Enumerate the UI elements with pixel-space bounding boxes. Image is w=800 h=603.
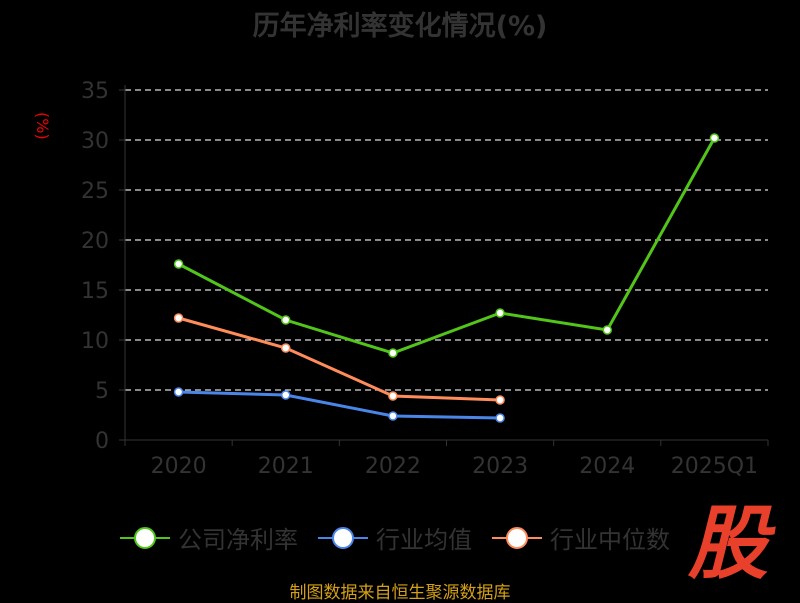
data-point [173,313,184,323]
legend-label: 公司净利率 [178,526,298,554]
data-point [173,259,184,269]
data-point [281,315,291,325]
data-point [281,343,291,353]
data-point [388,411,398,421]
legend-marker-green-icon [120,526,170,549]
series-line [178,390,501,420]
x-tick-label: 2024 [579,454,635,479]
y-tick-label: 0 [95,429,109,454]
data-point [495,413,505,423]
data-point [602,325,612,335]
series-line [177,137,716,355]
chart-title: 历年净利率变化情况(%) [252,11,548,42]
brand-logo: 股 [688,497,768,590]
x-tick-label: 2020 [151,454,207,479]
x-tick-label: 2022 [365,454,421,479]
legend-marker-blue-icon [318,526,368,549]
data-source: 制图数据来自恒生聚源数据库 [289,583,511,603]
y-tick-label: 35 [81,79,109,104]
y-tick-label: 20 [81,229,109,254]
y-tick-label: 10 [81,329,109,354]
data-point [709,133,720,143]
x-tick-label: 2025Q1 [671,454,758,479]
legend-item-company[interactable]: 公司净利率 [120,520,298,555]
data-point [281,390,291,400]
y-tick-label: 5 [95,379,109,404]
legend: 公司净利率 行业均值 行业中位数 [120,520,670,555]
data-point [388,391,398,401]
data-point [173,387,184,397]
x-tick-label: 2021 [258,454,314,479]
legend-label: 行业均值 [376,526,472,554]
series-line [178,316,501,402]
y-tick-label: 15 [81,279,109,304]
data-point [495,395,505,405]
y-tick-label: 30 [81,129,109,154]
legend-item-industry-mean[interactable]: 行业均值 [318,520,472,555]
legend-label: 行业中位数 [550,526,670,554]
data-point [388,348,398,358]
legend-item-industry-median[interactable]: 行业中位数 [492,520,670,555]
x-tick-label: 2023 [472,454,528,479]
legend-marker-orange-icon [492,526,542,549]
y-tick-label: 25 [81,179,109,204]
data-point [495,308,505,318]
